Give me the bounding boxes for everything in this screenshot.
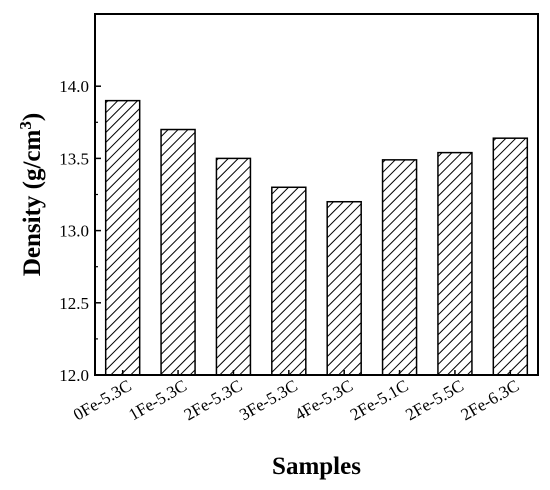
y-tick-label: 13.0 [59, 222, 89, 241]
y-axis-title-close: ) [19, 113, 46, 121]
x-tick-label: 2Fe-5.5C [402, 376, 467, 424]
bar-2Fe-5.3C [215, 157, 252, 376]
bar-2Fe-5.1C [381, 159, 418, 376]
x-tick-label: 2Fe-5.3C [181, 376, 246, 424]
y-tick-label: 14.0 [59, 77, 89, 96]
bar-3Fe-5.3C [271, 186, 307, 376]
x-tick-label: 1Fe-5.3C [125, 376, 190, 424]
plot-frame [94, 13, 539, 376]
y-axis-title-main: Density (g/cm [19, 129, 46, 276]
x-tick-label: 3Fe-5.3C [236, 376, 301, 424]
x-axis-title: Samples [272, 453, 361, 480]
y-tick-label: 12.5 [59, 294, 89, 313]
y-tick-label: 12.0 [59, 366, 89, 385]
bar-0Fe-5.3C [104, 99, 141, 376]
bar-2Fe-6.3C [492, 137, 529, 376]
x-tick-label: 4Fe-5.3C [291, 376, 356, 424]
x-tick-label: 2Fe-5.1C [347, 376, 412, 424]
y-tick-label: 13.5 [59, 149, 89, 168]
y-axis-title: Density (g/cm3) [16, 113, 47, 276]
x-tick-label: 2Fe-6.3C [458, 376, 523, 424]
y-axis-title-superscript: 3 [16, 121, 35, 130]
bar-2Fe-5.5C [437, 151, 473, 376]
bar-4Fe-5.3C [326, 200, 362, 376]
bars-layer [104, 99, 529, 376]
bar-1Fe-5.3C [160, 128, 196, 376]
